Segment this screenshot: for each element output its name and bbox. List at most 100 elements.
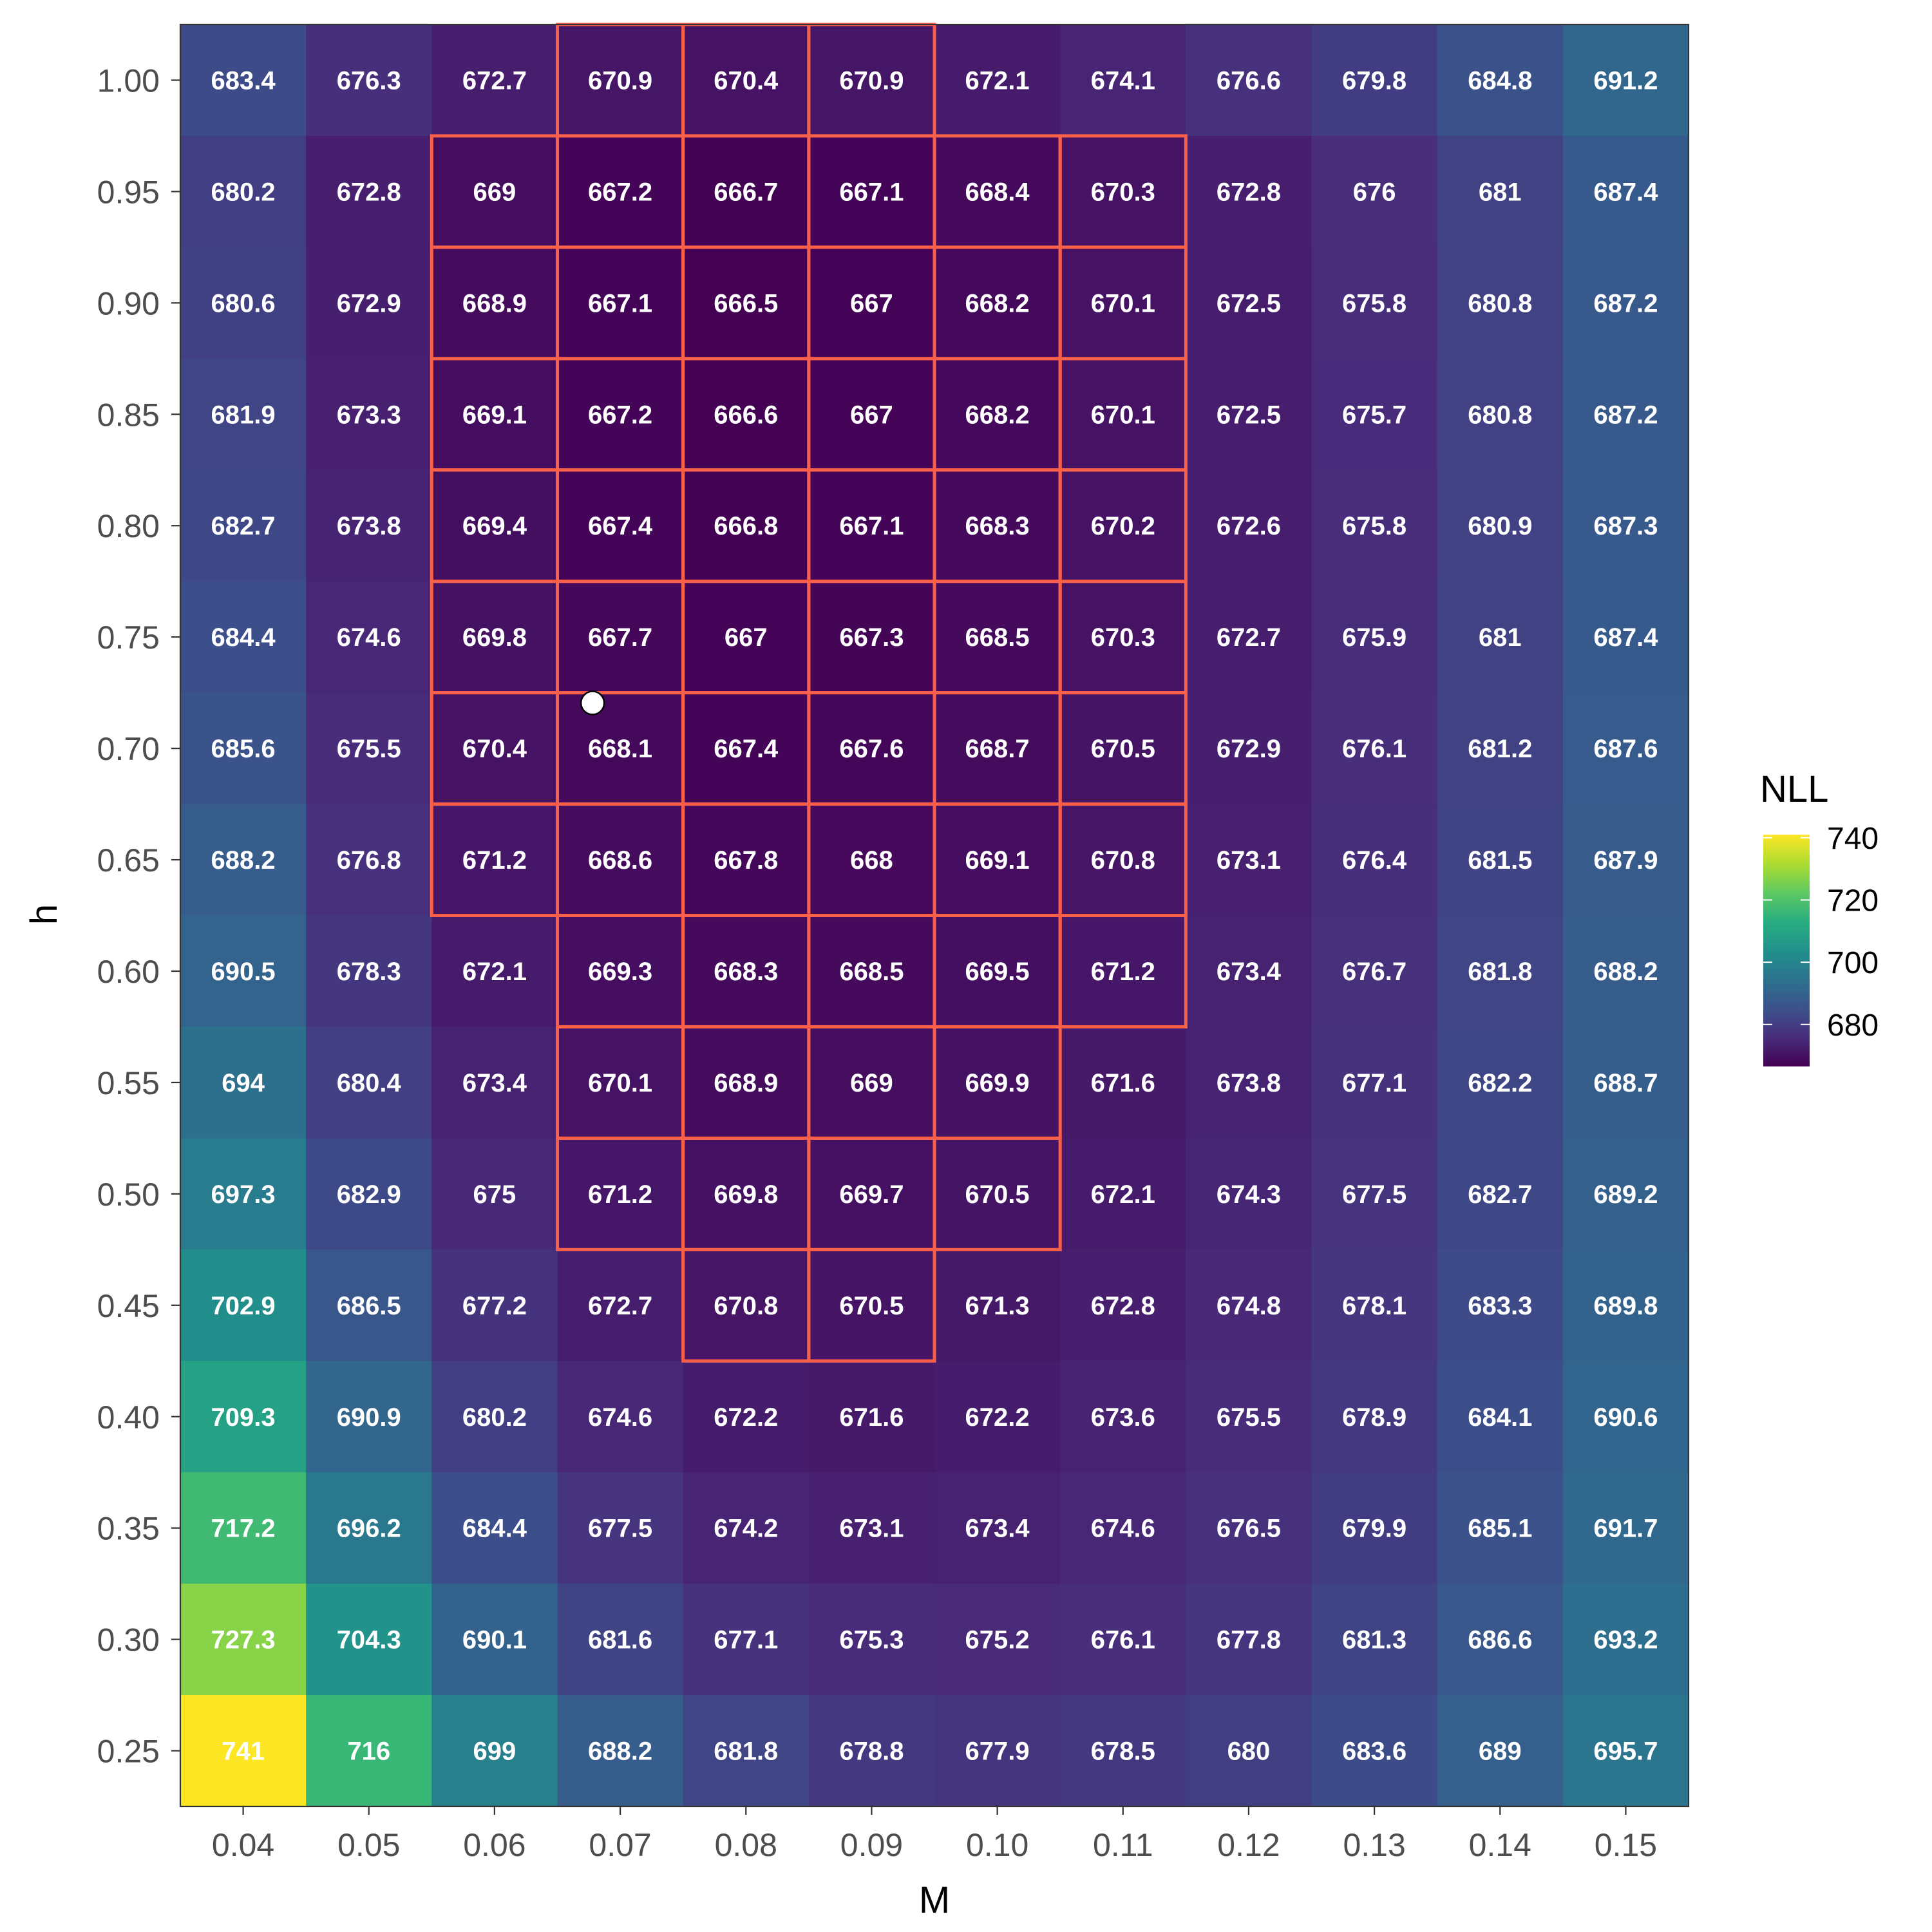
cell-value-label: 688.2 — [588, 1738, 652, 1766]
cell-value-label: 672.8 — [337, 178, 401, 206]
heatmap-cell — [557, 1584, 684, 1696]
heatmap-cell — [683, 1361, 810, 1473]
heatmap-cell — [1060, 358, 1186, 471]
cell-value-label: 673.1 — [839, 1515, 904, 1543]
heatmap-cell — [808, 581, 935, 694]
heatmap-cell — [934, 1472, 1061, 1584]
cell-value-label: 675.5 — [1217, 1403, 1281, 1432]
heatmap-cell — [1060, 804, 1186, 916]
heatmap-cell — [180, 804, 307, 916]
cell-value-label: 741 — [222, 1738, 265, 1766]
heatmap-cells — [180, 24, 1689, 1807]
cell-value-label: 687.2 — [1593, 289, 1658, 317]
cell-value-label: 673.1 — [1217, 846, 1281, 875]
legend-tick-label: 700 — [1827, 946, 1879, 980]
heatmap-cell — [934, 247, 1061, 359]
highlight-box — [933, 1136, 1062, 1251]
heatmap-cell — [306, 1027, 432, 1139]
heatmap-cell — [934, 469, 1061, 582]
cell-value-label: 717.2 — [211, 1515, 276, 1543]
heatmap-cell — [1562, 1472, 1689, 1584]
cell-value-label: 684.4 — [462, 1515, 527, 1543]
cell-value-label: 667.1 — [839, 512, 904, 540]
heatmap-cell — [1311, 1249, 1438, 1361]
heatmap-cell — [1311, 1584, 1438, 1696]
cell-value-label: 674.6 — [1091, 1515, 1155, 1543]
cell-value-label: 681.8 — [714, 1738, 778, 1766]
cell-value-label: 674.6 — [337, 623, 401, 652]
cell-value-label: 675.9 — [1342, 623, 1406, 652]
cell-value-label: 677.5 — [1342, 1180, 1406, 1209]
cell-value-label: 670.2 — [1091, 512, 1155, 540]
heatmap-cell — [1562, 135, 1689, 248]
heatmap-cell — [180, 1027, 307, 1139]
cell-value-label: 670.1 — [1091, 401, 1155, 429]
heatmap-cell — [1562, 692, 1689, 805]
cell-value-label: 684.4 — [211, 623, 276, 652]
cell-value-label: 672.2 — [965, 1403, 1030, 1432]
heatmap-cell — [431, 24, 558, 137]
x-tick-label: 0.06 — [463, 1827, 526, 1863]
cell-value-label: 666.8 — [714, 512, 778, 540]
x-tick-label: 0.11 — [1093, 1827, 1153, 1863]
cell-value-label: 697.3 — [211, 1180, 276, 1209]
cell-value-label: 685.1 — [1468, 1515, 1532, 1543]
cell-value-label: 671.2 — [1091, 958, 1155, 986]
heatmap-cell — [180, 358, 307, 471]
cell-value-label: 696.2 — [337, 1515, 401, 1543]
heatmap-cell — [683, 135, 810, 248]
heatmap-cell — [557, 804, 684, 916]
heatmap-cell — [180, 1472, 307, 1584]
cell-value-label: 688.2 — [211, 846, 276, 875]
cell-value-label: 687.9 — [1593, 846, 1658, 875]
cell-value-label: 674.6 — [588, 1403, 652, 1432]
heatmap-cell — [808, 247, 935, 359]
y-tick-label: 0.60 — [97, 954, 160, 990]
cell-value-label: 676.6 — [1217, 66, 1281, 95]
heatmap-cell — [1060, 1027, 1186, 1139]
heatmap-cell — [1186, 358, 1312, 471]
heatmap-cell — [808, 692, 935, 805]
heatmap-cell — [1562, 1695, 1689, 1807]
heatmap-cell — [431, 1361, 558, 1473]
heatmap-cell — [431, 1695, 558, 1807]
heatmap-cell — [683, 1584, 810, 1696]
heatmap-cell — [1562, 1361, 1689, 1473]
heatmap-cell — [808, 1584, 935, 1696]
heatmap-cell — [180, 135, 307, 248]
heatmap-cell — [1186, 135, 1312, 248]
heatmap-cell — [1060, 581, 1186, 694]
cell-value-label: 684.1 — [1468, 1403, 1532, 1432]
heatmap-cell — [1060, 24, 1186, 137]
heatmap-cell — [557, 469, 684, 582]
heatmap-cell — [306, 1361, 432, 1473]
cell-value-label: 670.8 — [714, 1292, 778, 1320]
heatmap-cell — [180, 1249, 307, 1361]
cell-value-label: 690.5 — [211, 958, 276, 986]
heatmap-cell — [306, 1584, 432, 1696]
cell-value-label: 681.5 — [1468, 846, 1532, 875]
cell-value-label: 689.8 — [1593, 1292, 1658, 1320]
cell-value-label: 671.3 — [965, 1292, 1030, 1320]
cell-value-label: 681.9 — [211, 401, 276, 429]
heatmap-cell — [1186, 1361, 1312, 1473]
heatmap-cell — [1562, 915, 1689, 1028]
cell-value-label: 667 — [850, 289, 893, 317]
heatmap-cell — [1562, 1249, 1689, 1361]
cell-value-label: 673.4 — [1217, 958, 1282, 986]
cell-value-label: 669.8 — [462, 623, 527, 652]
heatmap-cell — [431, 1138, 558, 1250]
cell-value-label: 681.2 — [1468, 735, 1532, 763]
heatmap-cell — [808, 804, 935, 916]
heatmap-cell — [557, 915, 684, 1028]
cell-value-label: 668.5 — [839, 958, 904, 986]
heatmap-cell — [934, 135, 1061, 248]
cell-value-label: 668.9 — [462, 289, 527, 317]
heatmap-cell — [1311, 692, 1438, 805]
cell-value-label: 673.6 — [1091, 1403, 1155, 1432]
highlight-box — [1058, 914, 1188, 1028]
cell-value-label: 672.5 — [1217, 289, 1281, 317]
highlight-boxes — [430, 23, 1188, 1363]
cell-value-label: 672.9 — [337, 289, 401, 317]
cell-value-label: 666.5 — [714, 289, 778, 317]
